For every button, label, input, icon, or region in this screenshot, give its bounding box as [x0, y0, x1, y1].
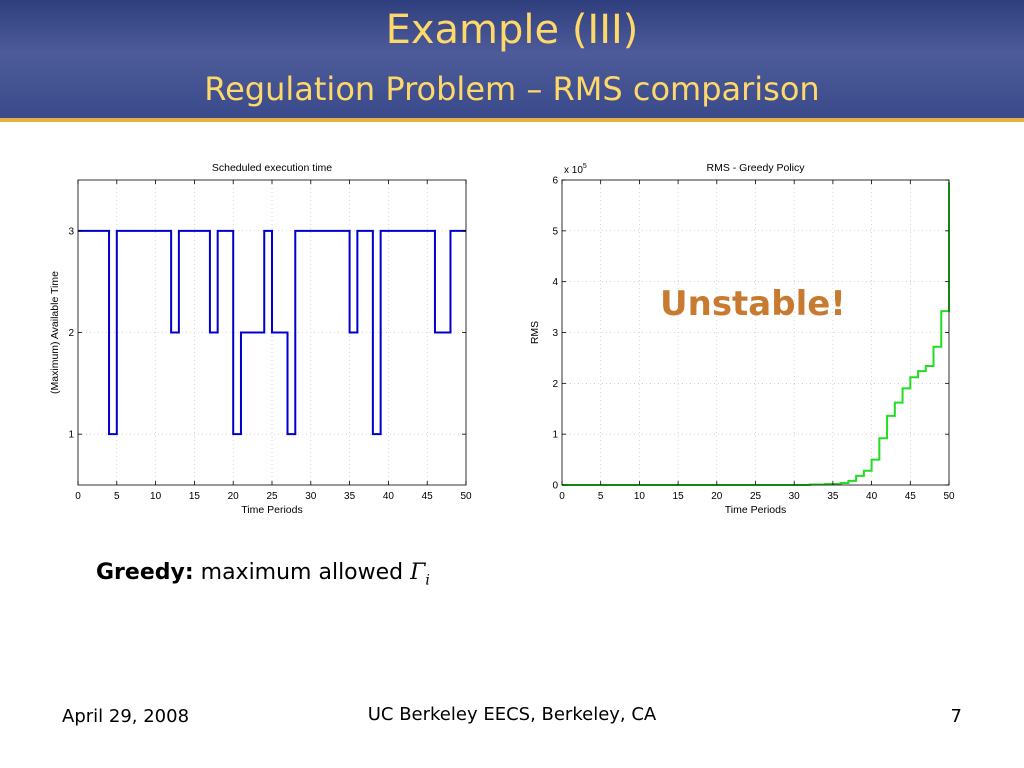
x-tick-label: 35 — [344, 491, 356, 502]
y-tick-label: 1 — [552, 430, 558, 441]
x-tick-label: 25 — [266, 491, 278, 502]
footer-page-number: 7 — [950, 706, 962, 727]
y-tick-label: 4 — [552, 277, 558, 288]
caption-bold: Greedy: — [96, 560, 194, 585]
multiplier-exponent: 5 — [583, 163, 587, 170]
y-tick-label: 3 — [552, 328, 558, 339]
x-tick-label: 20 — [711, 491, 723, 502]
x-tick-label: 35 — [827, 491, 839, 502]
x-axis-label: Time Periods — [725, 504, 786, 516]
x-tick-label: 30 — [305, 491, 317, 502]
x-tick-label: 10 — [150, 491, 162, 502]
x-tick-label: 15 — [189, 491, 201, 502]
y-tick-label: 3 — [68, 226, 74, 237]
header-bar — [0, 0, 1024, 118]
x-tick-label: 40 — [383, 491, 395, 502]
chart-title: RMS - Greedy Policy — [706, 162, 805, 174]
x-tick-label: 10 — [634, 491, 646, 502]
y-tick-label: 2 — [552, 379, 558, 390]
x-axis-label: Time Periods — [241, 504, 302, 516]
x-tick-label: 45 — [905, 491, 917, 502]
x-tick-label: 25 — [750, 491, 762, 502]
y-axis-label: RMS — [529, 321, 541, 344]
multiplier-base: x 10 — [564, 165, 583, 176]
x-tick-label: 30 — [789, 491, 801, 502]
x-tick-label: 40 — [866, 491, 878, 502]
x-tick-label: 5 — [598, 491, 604, 502]
slide-subtitle: Regulation Problem – RMS comparison — [204, 70, 820, 108]
x-tick-label: 5 — [114, 491, 120, 502]
y-tick-label: 6 — [552, 176, 558, 187]
y-tick-label: 2 — [68, 328, 74, 339]
caption-subscript: i — [425, 572, 430, 589]
x-tick-label: 15 — [673, 491, 685, 502]
x-tick-label: 50 — [460, 491, 472, 502]
unstable-annotation: Unstable! — [660, 284, 846, 324]
x-tick-label: 20 — [228, 491, 240, 502]
x-tick-label: 50 — [943, 491, 955, 502]
chart-scheduled-execution-time: 0 5 10 15 20 25 30 35 40 45 50 1 2 3 Scheduled executi… — [49, 162, 472, 516]
caption: Greedy: maximum allowed Γi — [96, 560, 430, 588]
header-divider — [0, 118, 1024, 122]
y-tick-label: 0 — [552, 481, 558, 492]
y-tick-label: 1 — [68, 430, 74, 441]
chart-title: Scheduled execution time — [212, 162, 332, 174]
caption-text: maximum allowed — [193, 560, 411, 585]
caption-symbol-letter: Γ — [410, 560, 426, 585]
gamma-symbol: Γi — [410, 560, 430, 589]
slide-title: Example (III) — [385, 7, 639, 53]
y-axis-label: (Maximum) Available Time — [49, 271, 61, 394]
y-tick-label: 5 — [552, 226, 558, 237]
footer-date: April 29, 2008 — [62, 706, 190, 727]
y-axis-multiplier: x 105 — [564, 163, 587, 176]
series-line — [562, 182, 950, 486]
x-tick-label: 45 — [422, 491, 434, 502]
series-line — [78, 229, 466, 436]
footer-organization: UC Berkeley EECS, Berkeley, CA — [367, 704, 657, 725]
x-tick-label: 0 — [75, 491, 81, 502]
x-tick-label: 0 — [559, 491, 565, 502]
